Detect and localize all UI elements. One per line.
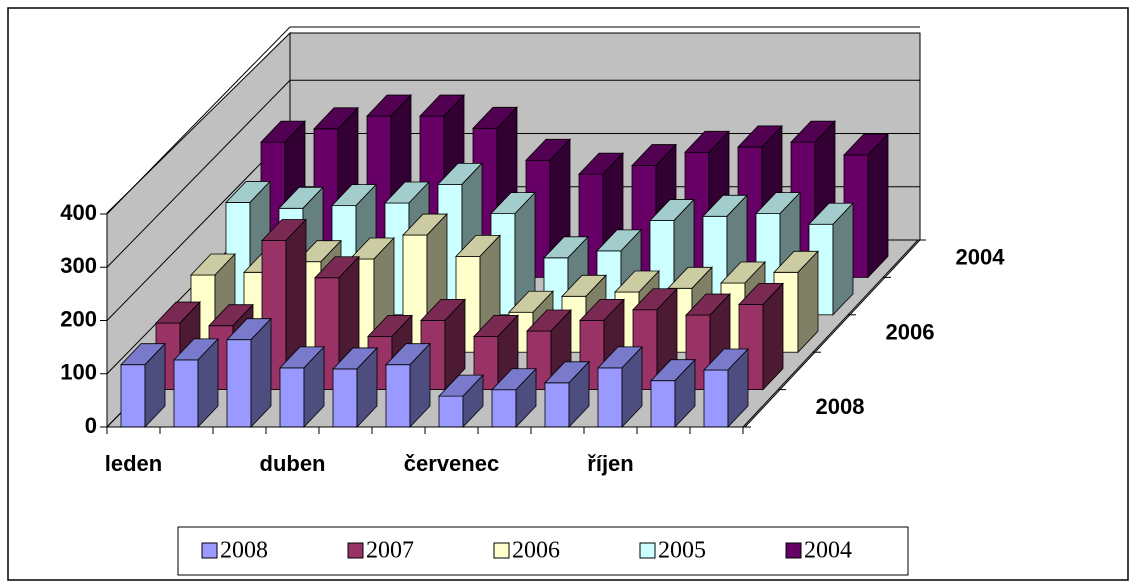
bar-side: [144, 342, 166, 428]
bar-side: [832, 202, 854, 316]
bar-front: [226, 339, 252, 428]
legend-label: 2005: [658, 538, 706, 564]
bar-front: [544, 382, 570, 428]
bar-front: [650, 380, 676, 428]
bar: [738, 282, 784, 391]
bar-side: [197, 337, 219, 428]
bar-front: [438, 395, 464, 428]
legend-swatch: [493, 542, 510, 559]
bar: [703, 348, 749, 428]
y-tick-label: 100: [60, 360, 97, 385]
bar-side: [568, 360, 590, 428]
bar-side: [515, 367, 537, 428]
bar-side: [303, 345, 325, 428]
bar-side: [250, 317, 272, 428]
x-tick-label: leden: [105, 451, 162, 476]
bar-side: [356, 346, 378, 428]
x-tick-label: říjen: [587, 451, 633, 476]
depth-label: 2004: [956, 245, 1006, 270]
y-tick-label: 300: [60, 253, 97, 278]
grid-line: [106, 79, 920, 268]
bar-side: [727, 348, 749, 428]
bar: [226, 317, 272, 428]
bar-front: [385, 364, 411, 428]
y-tick-label: 0: [85, 413, 97, 438]
legend-swatch: [347, 542, 364, 559]
bar-front: [279, 367, 305, 428]
bar: [173, 337, 219, 428]
bar: [650, 358, 696, 428]
bar-front: [491, 389, 517, 428]
depth-label: 2008: [816, 394, 865, 419]
bar-front: [173, 359, 199, 428]
bar: [491, 367, 537, 428]
bar: [473, 314, 519, 391]
legend-label: 2007: [366, 538, 414, 564]
bar-front: [120, 364, 146, 428]
bars: [120, 94, 889, 428]
legend-label: 2006: [512, 538, 560, 564]
y-tick-label: 400: [60, 200, 97, 225]
bar-side: [462, 374, 484, 428]
x-tick-label: červenec: [404, 451, 499, 476]
bar-side: [444, 298, 466, 391]
depth-axis: [742, 239, 919, 428]
bar: [120, 342, 166, 428]
x-tick-label: duben: [260, 451, 326, 476]
legend-label: 2004: [804, 538, 852, 564]
bar-side: [409, 342, 431, 428]
legend-swatch: [639, 542, 656, 559]
bar-front: [703, 369, 729, 428]
bar-front: [332, 368, 358, 428]
bar: [544, 360, 590, 428]
bar-front: [597, 367, 623, 428]
bar: [332, 346, 378, 428]
legend-items: 2008 2007 2006 2005 2004: [201, 538, 852, 564]
bar-side: [797, 250, 819, 354]
bar: [385, 342, 431, 428]
depth-label: 2006: [886, 319, 935, 344]
grid-line: [106, 26, 920, 215]
legend-swatch: [785, 542, 802, 559]
bar-side: [621, 345, 643, 428]
bar-side: [867, 132, 889, 279]
axes: 0 100 200 300 400 leden duben červenec říjen 2004…: [60, 200, 1005, 476]
bar-side: [762, 282, 784, 391]
legend-swatch: [201, 542, 218, 559]
y-tick-label: 200: [60, 306, 97, 331]
legend-label: 2008: [220, 538, 268, 564]
bar-side: [674, 358, 696, 428]
